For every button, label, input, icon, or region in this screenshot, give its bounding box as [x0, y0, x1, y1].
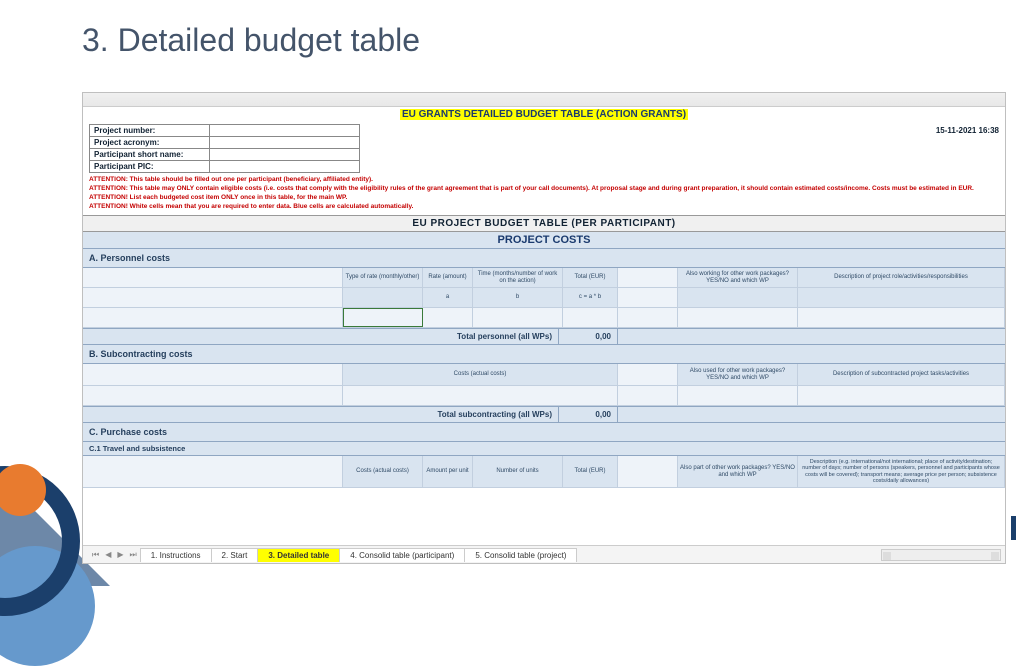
a-header-row-1: Type of rate (monthly/other) Rate (amoun… [83, 268, 1005, 288]
c-total: Total (EUR) [563, 456, 618, 487]
a-sub-a: a [423, 288, 473, 307]
b-also: Also used for other work packages? YES/N… [678, 364, 798, 385]
a-sub-formula: c = a * b [563, 288, 618, 307]
section-c: C. Purchase costs [83, 423, 1005, 442]
warning-3: ATTENTION! List each budgeted cost item … [83, 193, 1005, 202]
meta-pic-label: Participant PIC: [90, 161, 210, 173]
c-costs: Costs (actual costs) [343, 456, 423, 487]
meta-number-value[interactable] [210, 125, 360, 137]
tab-detailed[interactable]: 3. Detailed table [257, 548, 340, 562]
a-desc: Description of project role/activities/r… [798, 268, 1005, 287]
warning-2: ATTENTION: This table may ONLY contain e… [83, 184, 1005, 193]
b-data-row[interactable] [83, 386, 1005, 406]
pb-head: EU PROJECT BUDGET TABLE (PER PARTICIPANT… [83, 215, 1005, 232]
tab-consolid-part[interactable]: 4. Consolid table (participant) [339, 548, 465, 562]
meta-number-label: Project number: [90, 125, 210, 137]
timestamp: 15-11-2021 16:38 [936, 124, 999, 173]
tab-start[interactable]: 2. Start [211, 548, 259, 562]
c-num: Number of units [473, 456, 563, 487]
sheet-header-bar [83, 93, 1005, 107]
section-c1: C.1 Travel and subsistence [83, 442, 1005, 456]
c-desc: Description (e.g. international/not inte… [798, 456, 1005, 487]
warning-4: ATTENTION! White cells mean that you are… [83, 202, 1005, 211]
a-header-row-2: a b c = a * b [83, 288, 1005, 308]
b-desc: Description of subcontracted project tas… [798, 364, 1005, 385]
tab-nav-first[interactable]: ⏮ [89, 550, 102, 560]
pb-sub: PROJECT COSTS [83, 232, 1005, 249]
meta-shortname-value[interactable] [210, 149, 360, 161]
meta-pic-value[interactable] [210, 161, 360, 173]
meta-acronym-value[interactable] [210, 137, 360, 149]
sheet-tabs: ⏮ ◀ ▶ ⏭ 1. Instructions 2. Start 3. Deta… [83, 545, 1005, 563]
a-data-row[interactable] [83, 308, 1005, 328]
a-rate: Rate (amount) [423, 268, 473, 287]
a-total-row: Total personnel (all WPs) 0,00 [83, 328, 1005, 345]
a-sub-b: b [473, 288, 563, 307]
banner-title: EU GRANTS DETAILED BUDGET TABLE (ACTION … [83, 107, 1005, 124]
horizontal-scrollbar[interactable] [881, 549, 1001, 561]
tab-nav-next[interactable]: ▶ [114, 550, 126, 559]
b-costs: Costs (actual costs) [343, 364, 618, 385]
meta-row: Project number: Project acronym: Partici… [83, 124, 1005, 175]
a-also: Also working for other work packages? YE… [678, 268, 798, 287]
c-amt: Amount per unit [423, 456, 473, 487]
tab-nav-last[interactable]: ⏭ [127, 550, 140, 560]
meta-acronym-label: Project acronym: [90, 137, 210, 149]
spreadsheet-frame: EU GRANTS DETAILED BUDGET TABLE (ACTION … [82, 92, 1006, 564]
tab-instructions[interactable]: 1. Instructions [140, 548, 212, 562]
warning-1: ATTENTION: This table should be filled o… [83, 175, 1005, 184]
project-meta-table: Project number: Project acronym: Partici… [89, 124, 360, 173]
section-a: A. Personnel costs [83, 249, 1005, 268]
b-header-row: Costs (actual costs) Also used for other… [83, 364, 1005, 386]
b-total-row: Total subcontracting (all WPs) 0,00 [83, 406, 1005, 423]
section-b: B. Subcontracting costs [83, 345, 1005, 364]
tab-nav-prev[interactable]: ◀ [102, 550, 114, 559]
tab-consolid-proj[interactable]: 5. Consolid table (project) [464, 548, 577, 562]
deco-side-bar [1011, 516, 1016, 540]
slide-title: 3. Detailed budget table [0, 0, 1024, 71]
c-also: Also part of other work packages? YES/NO… [678, 456, 798, 487]
c-header-row: Costs (actual costs) Amount per unit Num… [83, 456, 1005, 488]
a-type: Type of rate (monthly/other) [343, 268, 423, 287]
a-total: Total (EUR) [563, 268, 618, 287]
meta-shortname-label: Participant short name: [90, 149, 210, 161]
a-time: Time (months/number of work on the actio… [473, 268, 563, 287]
